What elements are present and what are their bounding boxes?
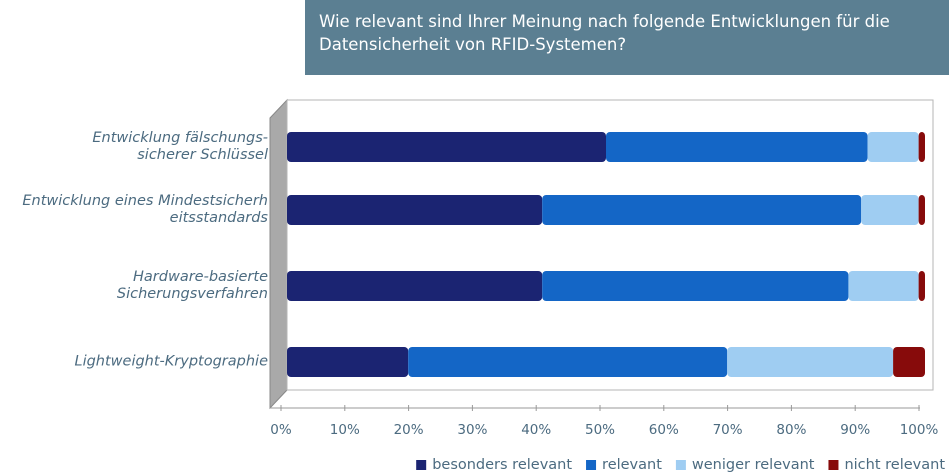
bar-segment xyxy=(867,132,919,162)
bar-segment xyxy=(287,132,606,162)
x-tick-label: 100% xyxy=(900,422,939,438)
legend-label: besonders relevant xyxy=(432,457,572,473)
x-tick-label: 20% xyxy=(394,422,424,438)
category-label: Lightweight-Kryptographie xyxy=(74,353,268,370)
legend-swatch xyxy=(586,460,597,470)
x-tick-label: 0% xyxy=(270,422,292,438)
x-tick-label: 90% xyxy=(840,422,870,438)
legend-swatch xyxy=(828,460,839,470)
bar-segment xyxy=(542,195,862,225)
legend-label: weniger relevant xyxy=(692,457,815,473)
bar-segment xyxy=(893,347,925,377)
bar-segment xyxy=(287,347,409,377)
bar-segment xyxy=(918,195,925,225)
bar-segment xyxy=(727,347,894,377)
bar-segment xyxy=(606,132,868,162)
legend-label: relevant xyxy=(602,457,662,473)
bar-segment xyxy=(408,347,728,377)
category-label: Hardware-basierte Sicherungsverfahren xyxy=(116,269,268,302)
x-tick-label: 50% xyxy=(585,422,615,438)
legend-swatch xyxy=(416,460,427,470)
bar-segment xyxy=(542,271,849,301)
x-tick-label: 40% xyxy=(521,422,551,438)
bar-segment xyxy=(918,271,925,301)
x-tick-label: 70% xyxy=(713,422,743,438)
bar-segment xyxy=(287,271,543,301)
side-wall xyxy=(269,98,288,410)
legend-label: nicht relevant xyxy=(844,457,945,473)
category-label: Entwicklung eines Mindestsicherh eitssta… xyxy=(22,193,268,226)
legend-swatch xyxy=(675,460,686,470)
bar-segment xyxy=(287,195,543,225)
x-tick-label: 30% xyxy=(457,422,487,438)
bar-segment xyxy=(848,271,919,301)
x-tick-label: 10% xyxy=(330,422,360,438)
x-tick-label: 60% xyxy=(649,422,679,438)
bar-segment xyxy=(861,195,919,225)
x-tick-label: 80% xyxy=(776,422,806,438)
bar-segment xyxy=(918,132,925,162)
chart-title: Wie relevant sind Ihrer Meinung nach fol… xyxy=(305,0,949,75)
category-label: Entwicklung fälschungs- sicherer Schlüss… xyxy=(92,130,268,163)
